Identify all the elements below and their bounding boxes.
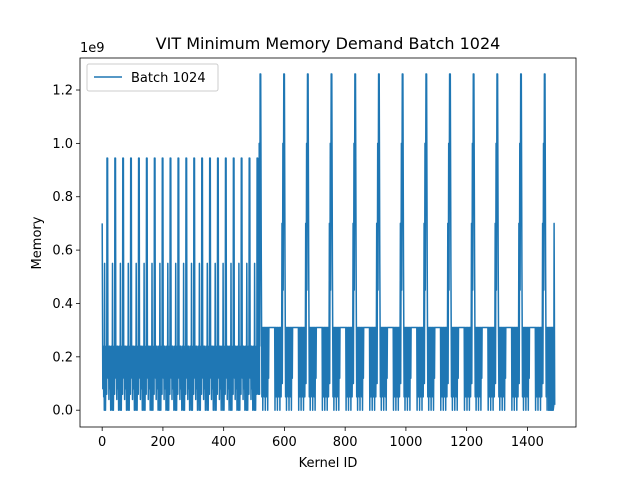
y-tick-label: 0.2: [52, 350, 73, 365]
x-tick-label: 1000: [389, 435, 422, 450]
y-tick-label: 0.8: [52, 190, 73, 205]
plot-frame: [79, 57, 577, 428]
x-axis-ticks: 0 200 400 600 800 1000 1200 1400: [98, 427, 544, 450]
y-axis-ticks: 0.0 0.2 0.4 0.6 0.8 1.0 1.2: [52, 84, 80, 419]
x-tick-label: 200: [151, 435, 176, 450]
y-tick-label: 0.0: [52, 404, 73, 419]
legend: Batch 1024: [86, 63, 219, 92]
chart-title: VIT Minimum Memory Demand Batch 1024: [156, 34, 501, 53]
legend-box: [86, 63, 219, 92]
y-offset-label: 1e9: [80, 41, 105, 56]
y-tick-label: 0.4: [52, 297, 73, 312]
x-tick-label: 0: [98, 435, 106, 450]
x-tick-label: 400: [211, 435, 236, 450]
y-axis-label: Memory: [30, 216, 45, 269]
legend-entry: Batch 1024: [131, 71, 206, 86]
y-tick-label: 1.0: [52, 137, 73, 152]
x-tick-label: 800: [333, 435, 358, 450]
series-line-batch-1024: [101, 73, 556, 411]
x-axis-label: Kernel ID: [299, 456, 358, 471]
x-tick-label: 600: [272, 435, 297, 450]
y-tick-label: 0.6: [52, 244, 73, 259]
y-tick-label: 1.2: [52, 84, 73, 99]
x-tick-label: 1200: [450, 435, 483, 450]
x-tick-label: 1400: [511, 435, 544, 450]
plot-area: [101, 73, 556, 411]
